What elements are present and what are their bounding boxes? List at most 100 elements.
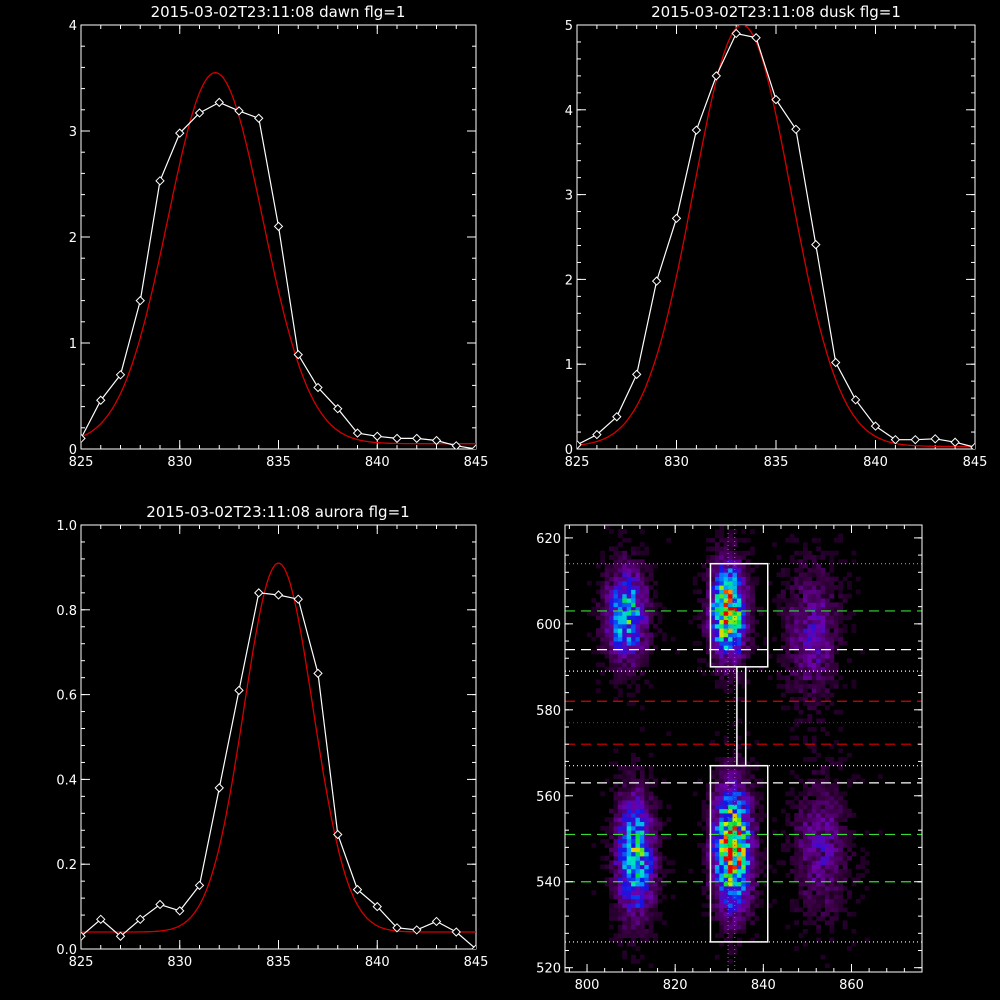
heatmap-cell — [706, 641, 711, 646]
heatmap-cell — [825, 679, 830, 685]
heatmap-cell — [732, 649, 738, 655]
heatmap-cell — [609, 666, 614, 672]
heatmap-cell — [816, 675, 821, 681]
heatmap-cell — [741, 851, 747, 857]
heatmap-cell — [635, 860, 641, 865]
heatmap-cell — [710, 873, 716, 878]
heatmap-cell — [609, 563, 614, 569]
heatmap-cell — [714, 877, 720, 883]
heatmap-cell — [811, 679, 817, 685]
heatmap-cell — [829, 671, 835, 676]
y-tick-label: 1.0 — [56, 519, 77, 534]
heatmap-cell — [820, 954, 826, 960]
data-point — [970, 442, 975, 449]
heatmap-cell — [838, 615, 844, 620]
heatmap-cell — [719, 920, 725, 926]
heatmap-cell — [626, 606, 632, 612]
heatmap-cell — [833, 671, 839, 676]
heatmap-cell — [825, 808, 830, 814]
heatmap-cell — [829, 937, 835, 943]
heatmap-cell — [609, 568, 614, 573]
heatmap-cell — [714, 868, 720, 874]
heatmap-cell — [736, 778, 742, 784]
heatmap-cell — [833, 709, 839, 715]
data-point — [352, 428, 363, 438]
heatmap-cell — [829, 890, 835, 895]
heatmap-cell — [723, 632, 729, 638]
heatmap-cell — [706, 546, 711, 552]
heatmap-cell — [851, 778, 857, 784]
heatmap-cell — [644, 886, 650, 891]
heatmap-cell — [653, 611, 658, 616]
heatmap-cell — [692, 589, 698, 595]
heatmap-cell — [745, 804, 751, 810]
heatmap-cell — [794, 568, 799, 573]
heatmap-cell — [604, 649, 610, 655]
heatmap-cell — [803, 598, 808, 603]
heatmap-cell — [626, 641, 632, 646]
heatmap-cell — [644, 937, 650, 943]
heatmap-cell — [838, 873, 844, 878]
heatmap-cell — [741, 602, 747, 608]
heatmap-cell — [794, 537, 799, 543]
heatmap-cell — [728, 576, 733, 582]
heatmap-cell — [767, 864, 773, 870]
heatmap-cell — [825, 830, 830, 835]
heatmap-cell — [794, 593, 799, 599]
heatmap-cell — [609, 821, 614, 827]
heatmap-cell — [741, 576, 747, 582]
heatmap-cell — [600, 791, 606, 797]
heatmap-cell — [833, 537, 839, 543]
heatmap-cell — [622, 933, 628, 938]
heatmap-cell — [613, 808, 619, 814]
heatmap-cell — [626, 684, 632, 689]
heatmap-cell — [741, 679, 747, 685]
heatmap-cell — [604, 645, 610, 650]
heatmap-cell — [789, 800, 795, 805]
heatmap-cell — [613, 817, 619, 822]
heatmap-cell — [622, 898, 628, 904]
y-tick-label: 0.8 — [56, 604, 77, 619]
heatmap-cell — [719, 572, 725, 577]
heatmap-cell — [719, 907, 725, 913]
heatmap-cell — [794, 645, 799, 650]
heatmap-cell — [728, 924, 733, 930]
heatmap-cell — [701, 619, 707, 625]
heatmap-cell — [829, 873, 835, 878]
heatmap-cell — [847, 813, 852, 818]
heatmap-cell — [820, 834, 826, 840]
heatmap-cell — [719, 795, 725, 801]
heatmap-cell — [816, 568, 821, 573]
heatmap-cell — [825, 636, 830, 642]
heatmap-cell — [741, 770, 747, 775]
plot-clip-group — [81, 72, 476, 449]
heatmap-cell — [803, 645, 808, 650]
data-point — [890, 434, 901, 445]
heatmap-cell — [825, 770, 830, 775]
heatmap-cell — [600, 864, 606, 870]
heatmap-cell — [644, 868, 650, 874]
heatmap-cell — [609, 877, 614, 883]
heatmap-cell — [635, 886, 641, 891]
heatmap-cell — [789, 533, 795, 539]
heatmap-cell — [789, 615, 795, 620]
heatmap-cell — [803, 864, 808, 870]
heatmap-cell — [635, 778, 641, 784]
heatmap-cell — [794, 851, 799, 857]
heatmap-cell — [803, 851, 808, 857]
heatmap-cell — [631, 881, 636, 887]
heatmap-cell — [750, 856, 755, 861]
heatmap-cell — [653, 813, 658, 818]
heatmap-cell — [631, 941, 636, 947]
heatmap-cell — [745, 873, 751, 878]
heatmap-cell — [732, 873, 738, 878]
heatmap-cell — [820, 813, 826, 818]
heatmap-cell — [816, 929, 821, 934]
heatmap-cell — [714, 546, 720, 552]
heatmap-cell — [644, 636, 650, 642]
y-tick-label: 620 — [536, 532, 561, 547]
heatmap-cell — [811, 572, 817, 577]
heatmap-cell — [617, 868, 623, 874]
heatmap-cell — [838, 843, 844, 848]
heatmap-cell — [635, 636, 641, 642]
